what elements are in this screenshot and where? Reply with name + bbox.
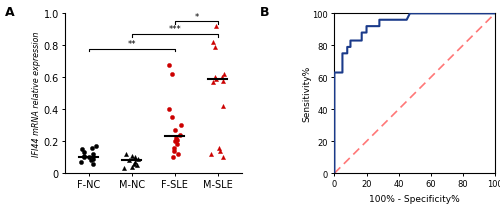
Text: *: * [194, 12, 198, 21]
Point [131, 161, 139, 164]
Point [88, 146, 96, 150]
Point [172, 137, 180, 140]
Point [128, 154, 136, 157]
Point [84, 156, 92, 159]
Point [218, 76, 226, 80]
Point [165, 64, 173, 67]
Point [210, 81, 218, 84]
Point [80, 151, 88, 154]
Point [168, 116, 176, 119]
Text: A: A [5, 6, 15, 19]
Point [173, 138, 181, 142]
Point [219, 156, 227, 159]
Point [92, 145, 100, 148]
Point [131, 156, 139, 159]
Point [174, 153, 182, 156]
Point [220, 73, 228, 76]
Point [168, 73, 176, 76]
Y-axis label: IFI44 mRNA relative expression: IFI44 mRNA relative expression [32, 31, 40, 156]
Point [120, 167, 128, 170]
Point [88, 157, 96, 161]
X-axis label: 100% - Specificity%: 100% - Specificity% [370, 194, 460, 203]
Point [132, 164, 140, 167]
Point [214, 146, 222, 150]
Point [169, 156, 177, 159]
Point [170, 146, 178, 150]
Point [219, 105, 227, 108]
Y-axis label: Sensitivity%: Sensitivity% [302, 66, 311, 122]
Point [78, 148, 86, 151]
Point [211, 76, 219, 80]
Point [164, 108, 172, 111]
Point [177, 124, 185, 127]
Point [171, 140, 179, 143]
Point [170, 150, 178, 153]
Point [134, 157, 142, 161]
Text: B: B [260, 6, 270, 19]
Point [80, 154, 88, 157]
Point [130, 162, 138, 165]
Point [88, 153, 96, 156]
Point [124, 159, 132, 162]
Point [122, 153, 130, 156]
Point [89, 162, 97, 165]
Point [172, 143, 180, 146]
Point [212, 25, 220, 29]
Point [87, 159, 95, 162]
Point [212, 78, 220, 81]
Point [207, 153, 215, 156]
Point [212, 46, 220, 49]
Point [128, 165, 136, 169]
Point [220, 80, 228, 83]
Point [78, 161, 86, 164]
Point [176, 134, 184, 137]
Text: **: ** [128, 40, 136, 49]
Point [80, 156, 88, 159]
Point [171, 129, 179, 132]
Point [209, 41, 217, 44]
Point [216, 150, 224, 153]
Text: ***: *** [168, 25, 181, 34]
